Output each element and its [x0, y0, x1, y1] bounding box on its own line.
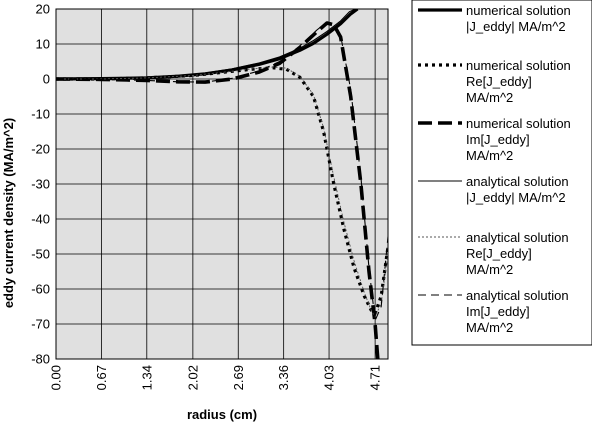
y-axis-title: eddy current density (MA/m^2) — [1, 118, 16, 308]
legend-label-6: Im[J_eddy] — [466, 304, 530, 319]
x-axis-title: radius (cm) — [187, 407, 257, 422]
legend-label-6: MA/m^2 — [466, 320, 513, 335]
legend-label-2: numerical solution — [466, 58, 571, 73]
legend-label-3: Im[J_eddy] — [466, 132, 530, 147]
legend-box — [411, 0, 592, 346]
x-tick-label: 0.00 — [49, 365, 64, 390]
legend-label-5: MA/m^2 — [466, 262, 513, 277]
legend-label-1: numerical solution — [466, 3, 571, 18]
x-tick-labels: 0.00 0.67 1.34 2.02 2.69 3.36 4.03 4.71 — [49, 365, 383, 390]
legend-label-5: analytical solution — [466, 230, 569, 245]
y-tick-label: -10 — [31, 107, 50, 122]
x-tick-label: 4.71 — [368, 365, 383, 390]
y-tick-label: -20 — [31, 142, 50, 157]
x-tick-label: 0.67 — [94, 365, 109, 390]
y-tick-label: -40 — [31, 212, 50, 227]
y-tick-labels: 20 10 0 -10 -20 -30 -40 -50 -60 -70 -80 — [31, 2, 50, 367]
legend-label-2: Re[J_eddy] — [466, 74, 532, 89]
legend-label-3: numerical solution — [466, 116, 571, 131]
x-tick-label: 2.69 — [231, 365, 246, 390]
series-line-6 — [56, 21, 388, 322]
y-tick-label: 20 — [36, 2, 50, 17]
legend-label-4: analytical solution — [466, 174, 569, 189]
y-tick-label: -60 — [31, 282, 50, 297]
legend-label-4: |J_eddy| MA/m^2 — [466, 190, 566, 205]
series-line-3 — [56, 21, 380, 359]
legend-label-5: Re[J_eddy] — [466, 246, 532, 261]
legend-label-6: analytical solution — [466, 288, 569, 303]
y-tick-label: -30 — [31, 177, 50, 192]
legend-label-2: MA/m^2 — [466, 90, 513, 105]
y-tick-label: 0 — [43, 72, 50, 87]
series-line-5 — [56, 66, 388, 318]
x-tick-label: 1.34 — [139, 365, 154, 390]
legend: numerical solution|J_eddy| MA/m^2numeric… — [411, 0, 592, 346]
x-tick-label: 4.03 — [322, 365, 337, 390]
x-tick-label: 2.02 — [185, 365, 200, 390]
y-tick-label: -80 — [31, 352, 50, 367]
legend-label-3: MA/m^2 — [466, 148, 513, 163]
series-lines — [56, 9, 388, 359]
x-tick-label: 3.36 — [276, 365, 291, 390]
plot-frame — [55, 8, 389, 360]
legend-label-1: |J_eddy| MA/m^2 — [466, 19, 566, 34]
y-tick-label: 10 — [36, 37, 50, 52]
y-tick-label: -50 — [31, 247, 50, 262]
y-tick-label: -70 — [31, 317, 50, 332]
